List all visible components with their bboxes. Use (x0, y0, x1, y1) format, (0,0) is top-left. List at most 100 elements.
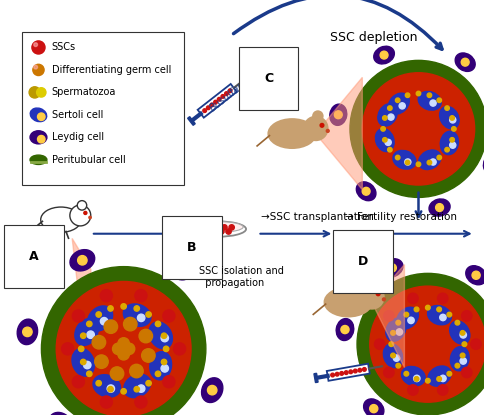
Ellipse shape (393, 151, 416, 169)
Circle shape (430, 159, 436, 165)
Circle shape (164, 346, 169, 352)
Circle shape (174, 343, 186, 355)
Text: SSCs: SSCs (52, 42, 76, 52)
Circle shape (462, 342, 466, 347)
Circle shape (218, 229, 224, 234)
Circle shape (84, 211, 87, 215)
Circle shape (121, 389, 126, 394)
Circle shape (78, 255, 87, 265)
Circle shape (124, 343, 135, 354)
Circle shape (460, 331, 465, 335)
Polygon shape (188, 116, 195, 125)
Circle shape (138, 385, 145, 392)
Circle shape (38, 113, 45, 121)
Circle shape (437, 376, 442, 381)
Circle shape (370, 286, 486, 402)
Circle shape (382, 298, 386, 301)
Circle shape (204, 229, 210, 234)
Circle shape (437, 98, 442, 102)
Circle shape (84, 362, 91, 369)
Circle shape (32, 41, 45, 54)
Ellipse shape (450, 321, 470, 344)
Circle shape (226, 229, 231, 234)
Circle shape (359, 284, 384, 310)
Text: Differentiating germ cell: Differentiating germ cell (52, 65, 171, 75)
Ellipse shape (450, 347, 469, 371)
FancyBboxPatch shape (22, 32, 184, 185)
Circle shape (146, 381, 152, 386)
Circle shape (416, 162, 420, 166)
Ellipse shape (378, 104, 398, 126)
Text: C: C (264, 72, 273, 85)
Circle shape (36, 88, 46, 97)
Circle shape (62, 343, 74, 355)
Circle shape (388, 147, 392, 152)
Ellipse shape (75, 319, 98, 345)
Circle shape (206, 106, 210, 109)
Circle shape (358, 369, 362, 372)
Circle shape (34, 43, 37, 47)
Circle shape (362, 368, 366, 371)
Polygon shape (198, 84, 237, 118)
Ellipse shape (374, 46, 394, 64)
Circle shape (450, 116, 454, 120)
Ellipse shape (376, 129, 394, 151)
Circle shape (214, 225, 220, 230)
Circle shape (22, 327, 32, 337)
Circle shape (208, 225, 212, 230)
Circle shape (447, 312, 452, 317)
Circle shape (222, 225, 227, 230)
Circle shape (390, 353, 396, 358)
Text: Leydig cell: Leydig cell (52, 132, 104, 142)
Circle shape (430, 100, 436, 106)
Circle shape (436, 203, 444, 211)
Circle shape (450, 138, 454, 142)
Circle shape (460, 332, 466, 338)
Ellipse shape (428, 305, 452, 325)
Circle shape (447, 371, 452, 376)
Circle shape (94, 355, 108, 369)
Circle shape (399, 103, 406, 109)
Circle shape (200, 225, 205, 230)
Ellipse shape (30, 155, 47, 164)
Circle shape (87, 331, 94, 338)
Circle shape (450, 117, 456, 123)
Ellipse shape (324, 287, 373, 317)
Circle shape (462, 367, 472, 378)
Circle shape (112, 343, 124, 354)
Text: SSC isolation and
  propagation: SSC isolation and propagation (198, 267, 284, 288)
Circle shape (139, 329, 152, 343)
Circle shape (336, 372, 339, 376)
Circle shape (440, 375, 446, 381)
Circle shape (29, 87, 40, 98)
Circle shape (146, 312, 152, 317)
Circle shape (80, 333, 86, 339)
Circle shape (218, 97, 221, 101)
Circle shape (161, 365, 168, 372)
Ellipse shape (386, 318, 406, 341)
Text: →SSC transplantation: →SSC transplantation (261, 213, 374, 223)
Circle shape (394, 355, 400, 361)
Circle shape (462, 311, 472, 321)
Circle shape (221, 94, 224, 98)
Circle shape (396, 329, 402, 335)
Ellipse shape (402, 366, 425, 386)
Circle shape (376, 292, 380, 296)
Circle shape (362, 73, 474, 185)
Ellipse shape (495, 369, 500, 390)
Circle shape (472, 271, 480, 279)
Polygon shape (372, 265, 404, 368)
Circle shape (416, 91, 420, 96)
Circle shape (455, 320, 460, 325)
Circle shape (320, 124, 324, 127)
Circle shape (212, 229, 217, 234)
Circle shape (228, 89, 232, 93)
Ellipse shape (455, 53, 475, 72)
Polygon shape (316, 77, 362, 190)
Circle shape (438, 293, 448, 304)
Ellipse shape (88, 306, 112, 331)
Circle shape (130, 364, 143, 378)
Circle shape (86, 321, 92, 327)
Circle shape (161, 334, 168, 342)
Circle shape (388, 106, 392, 110)
